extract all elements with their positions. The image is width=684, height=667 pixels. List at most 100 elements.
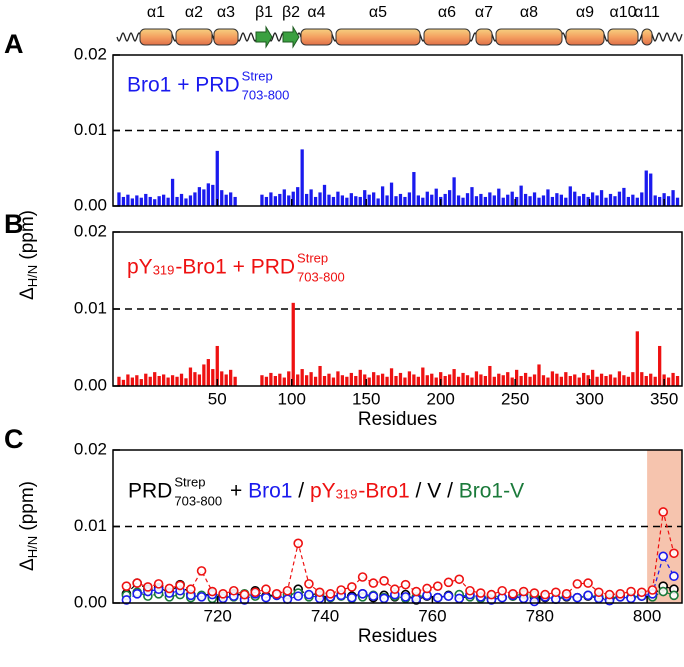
bar — [492, 376, 496, 386]
data-point — [658, 551, 669, 562]
bar — [211, 369, 215, 386]
bar — [322, 375, 327, 386]
bar — [144, 373, 148, 386]
bar — [532, 374, 537, 386]
bar — [564, 372, 568, 386]
bar — [412, 172, 416, 206]
bar — [519, 375, 523, 386]
x-tick-label: 800 — [633, 606, 661, 625]
bar — [640, 192, 644, 206]
y-tick-label: 0.01 — [74, 120, 107, 139]
bar — [327, 194, 331, 206]
data-point — [293, 538, 303, 549]
bar — [537, 197, 541, 206]
y-tick-label: 0.00 — [74, 375, 107, 394]
domain-label: α10 — [609, 4, 636, 21]
bar — [586, 196, 590, 206]
data-point — [196, 566, 207, 576]
data-point — [347, 592, 357, 603]
domain-label: α11 — [634, 4, 660, 21]
bar — [269, 192, 273, 206]
bar — [389, 368, 394, 386]
x-tick-label: 150 — [352, 389, 380, 408]
data-point — [261, 592, 271, 603]
helix — [423, 28, 471, 46]
data-point — [390, 584, 400, 595]
bar — [506, 194, 510, 206]
bar — [519, 185, 523, 206]
bar — [322, 184, 327, 206]
data-point — [336, 585, 346, 595]
data-point — [572, 579, 583, 589]
data-point — [325, 589, 336, 599]
bar — [461, 197, 465, 206]
bar — [568, 375, 572, 386]
x-tick-label: 780 — [526, 606, 554, 625]
data-point — [357, 572, 368, 582]
bar — [287, 195, 291, 206]
domain-label: α4 — [307, 4, 325, 21]
bar — [363, 190, 367, 206]
data-point — [529, 596, 540, 607]
bar — [282, 189, 286, 206]
bar — [447, 374, 452, 386]
bar — [126, 194, 130, 206]
bar — [220, 190, 224, 206]
annotation-subscript: 703-800 — [174, 493, 222, 508]
x-tick-label: 720 — [203, 606, 231, 625]
bar — [349, 193, 353, 206]
bar — [162, 194, 166, 206]
data-point — [132, 578, 142, 588]
bar — [385, 195, 389, 206]
bar — [447, 190, 452, 206]
bar — [421, 367, 425, 386]
annotation-text: -Bro1 — [358, 480, 409, 503]
bar — [282, 377, 286, 386]
bar — [671, 372, 675, 386]
panel-letter: A — [4, 29, 24, 59]
data-point — [604, 589, 615, 600]
bar — [474, 196, 479, 206]
bar — [380, 186, 385, 206]
data-point — [432, 581, 443, 591]
bar — [372, 192, 376, 206]
y-tick-label: 0.02 — [74, 439, 107, 458]
bar — [398, 372, 403, 386]
bar — [635, 197, 639, 206]
bar — [403, 196, 407, 206]
bar — [537, 364, 541, 386]
bar — [345, 197, 349, 206]
data-point — [228, 585, 239, 596]
bar — [497, 188, 501, 206]
bar — [385, 376, 389, 386]
bar — [515, 196, 519, 206]
bar — [666, 377, 671, 386]
data-point — [261, 584, 271, 595]
annotation-text: + — [224, 480, 248, 503]
annotation-text: pY — [127, 256, 153, 279]
bar — [582, 372, 586, 386]
annotation-superscript: Strep — [242, 68, 273, 83]
bar — [269, 372, 273, 386]
bar — [407, 192, 412, 206]
data-point — [647, 585, 658, 595]
data-point — [669, 548, 679, 559]
legend-entry: Bro1 — [248, 480, 292, 503]
bar — [144, 193, 148, 206]
bar — [179, 193, 184, 206]
bar — [479, 193, 483, 206]
bar — [425, 375, 429, 386]
annotation-separator: / — [441, 480, 459, 503]
bar — [394, 196, 398, 206]
bar — [483, 375, 488, 386]
bar — [541, 195, 546, 206]
y-tick-label: 0.02 — [74, 44, 107, 63]
bar — [327, 373, 331, 386]
y-tick-label: 0.01 — [74, 298, 107, 317]
x-tick-label: 760 — [418, 606, 446, 625]
bar — [434, 188, 438, 206]
data-point — [304, 589, 314, 600]
bar — [452, 177, 456, 206]
helix — [641, 28, 653, 46]
x-axis-title: Residues — [358, 626, 437, 647]
